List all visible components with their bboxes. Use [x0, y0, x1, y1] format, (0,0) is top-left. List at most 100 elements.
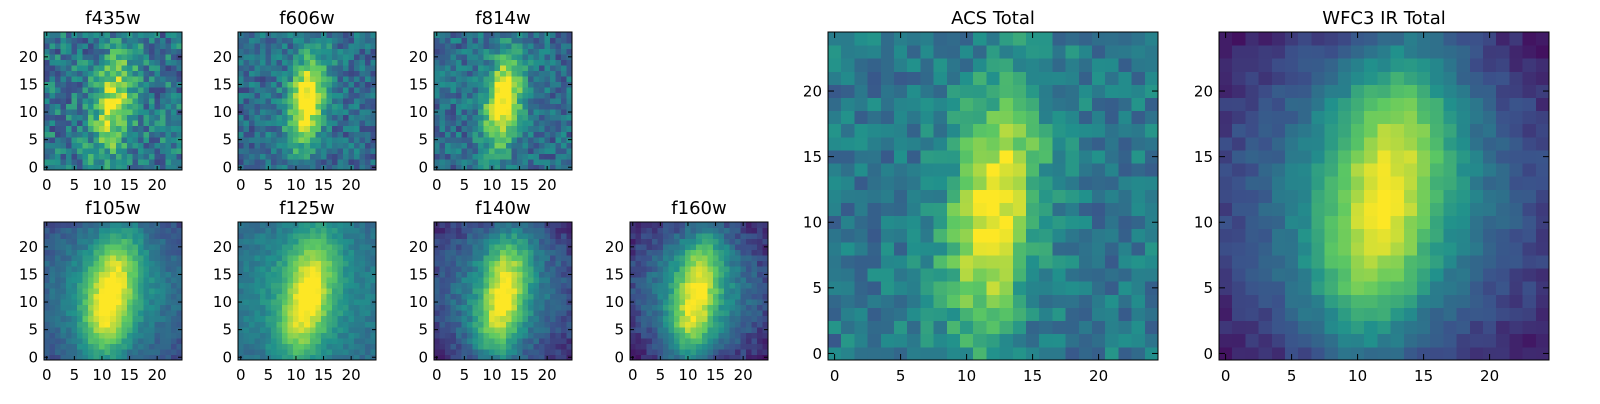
- heatmap-cell: [110, 332, 116, 338]
- heatmap-cell: [288, 148, 294, 154]
- heatmap-cell: [555, 43, 561, 49]
- heatmap-cell: [544, 288, 550, 294]
- heatmap-cell: [467, 261, 473, 267]
- heatmap-cell: [55, 65, 61, 71]
- heatmap-cell: [658, 321, 664, 327]
- heatmap-cell: [83, 153, 89, 159]
- heatmap-cell: [973, 334, 987, 348]
- heatmap-cell: [647, 327, 653, 333]
- heatmap-cell: [674, 343, 680, 349]
- heatmap-cell: [746, 327, 752, 333]
- heatmap-cell: [127, 228, 133, 234]
- heatmap-cell: [121, 255, 127, 261]
- heatmap-image: [44, 32, 182, 170]
- heatmap-cell: [691, 343, 697, 349]
- heatmap-cell: [691, 250, 697, 256]
- heatmap-cell: [277, 228, 283, 234]
- y-tick-label: 20: [19, 48, 38, 66]
- heatmap-cell: [669, 305, 675, 311]
- heatmap-cell: [550, 76, 556, 82]
- heatmap-cell: [238, 338, 244, 344]
- heatmap-cell: [77, 343, 83, 349]
- heatmap-cell: [440, 43, 446, 49]
- heatmap-cell: [555, 49, 561, 55]
- heatmap-cell: [641, 294, 647, 300]
- heatmap-cell: [854, 281, 868, 295]
- heatmap-cell: [50, 228, 56, 234]
- heatmap-cell: [132, 338, 138, 344]
- heatmap-cell: [663, 332, 669, 338]
- heatmap-cell: [561, 222, 567, 228]
- x-tick-label: 20: [342, 176, 361, 194]
- heatmap-cell: [495, 131, 501, 137]
- heatmap-cell: [138, 288, 144, 294]
- heatmap-cell: [484, 349, 490, 355]
- heatmap-cell: [326, 120, 332, 126]
- heatmap-cell: [293, 294, 299, 300]
- heatmap-cell: [1039, 203, 1053, 217]
- heatmap-cell: [1026, 321, 1040, 335]
- heatmap-cell: [658, 272, 664, 278]
- heatmap-cell: [105, 93, 111, 99]
- heatmap-cell: [746, 283, 752, 289]
- heatmap-cell: [105, 310, 111, 316]
- heatmap-cell: [105, 32, 111, 38]
- heatmap-cell: [707, 299, 713, 305]
- heatmap-cell: [1000, 268, 1014, 282]
- heatmap-cell: [359, 233, 365, 239]
- heatmap-cell: [66, 316, 72, 322]
- heatmap-cell: [310, 82, 316, 88]
- heatmap-cell: [511, 87, 517, 93]
- heatmap-cell: [528, 115, 534, 121]
- heatmap-cell: [154, 266, 160, 272]
- heatmap-cell: [630, 343, 636, 349]
- heatmap-image: [238, 32, 376, 170]
- heatmap-cell: [544, 266, 550, 272]
- heatmap-cell: [271, 233, 277, 239]
- heatmap-cell: [337, 222, 343, 228]
- heatmap-cell: [83, 98, 89, 104]
- heatmap-cell: [315, 244, 321, 250]
- heatmap-cell: [255, 82, 261, 88]
- heatmap-cell: [171, 283, 177, 289]
- heatmap-cell: [473, 316, 479, 322]
- heatmap-cell: [555, 316, 561, 322]
- heatmap-cell: [66, 65, 72, 71]
- heatmap-cell: [266, 261, 272, 267]
- heatmap-cell: [315, 137, 321, 143]
- heatmap-cell: [696, 266, 702, 272]
- heatmap-cell: [99, 299, 105, 305]
- heatmap-cell: [544, 239, 550, 245]
- heatmap-cell: [282, 137, 288, 143]
- heatmap-cell: [288, 65, 294, 71]
- heatmap-cell: [506, 233, 512, 239]
- heatmap-cell: [522, 228, 528, 234]
- heatmap-cell: [440, 255, 446, 261]
- heatmap-cell: [550, 126, 556, 132]
- heatmap-cell: [1118, 163, 1132, 177]
- heatmap-cell: [299, 87, 305, 93]
- heatmap-cell: [238, 321, 244, 327]
- heatmap-cell: [255, 60, 261, 66]
- heatmap-cell: [506, 38, 512, 44]
- heatmap-cell: [77, 272, 83, 278]
- heatmap-cell: [315, 159, 321, 165]
- heatmap-cell: [506, 316, 512, 322]
- heatmap-cell: [354, 305, 360, 311]
- heatmap-cell: [434, 71, 440, 77]
- heatmap-cell: [61, 98, 67, 104]
- heatmap-cell: [55, 126, 61, 132]
- heatmap-cell: [348, 288, 354, 294]
- heatmap-cell: [121, 49, 127, 55]
- heatmap-cell: [658, 244, 664, 250]
- heatmap-cell: [154, 233, 160, 239]
- heatmap-cell: [359, 294, 365, 300]
- heatmap-cell: [544, 43, 550, 49]
- heatmap-cell: [451, 338, 457, 344]
- heatmap-cell: [127, 332, 133, 338]
- heatmap-cell: [127, 327, 133, 333]
- heatmap-cell: [365, 239, 371, 245]
- heatmap-cell: [332, 332, 338, 338]
- heatmap-cell: [165, 255, 171, 261]
- heatmap-cell: [495, 332, 501, 338]
